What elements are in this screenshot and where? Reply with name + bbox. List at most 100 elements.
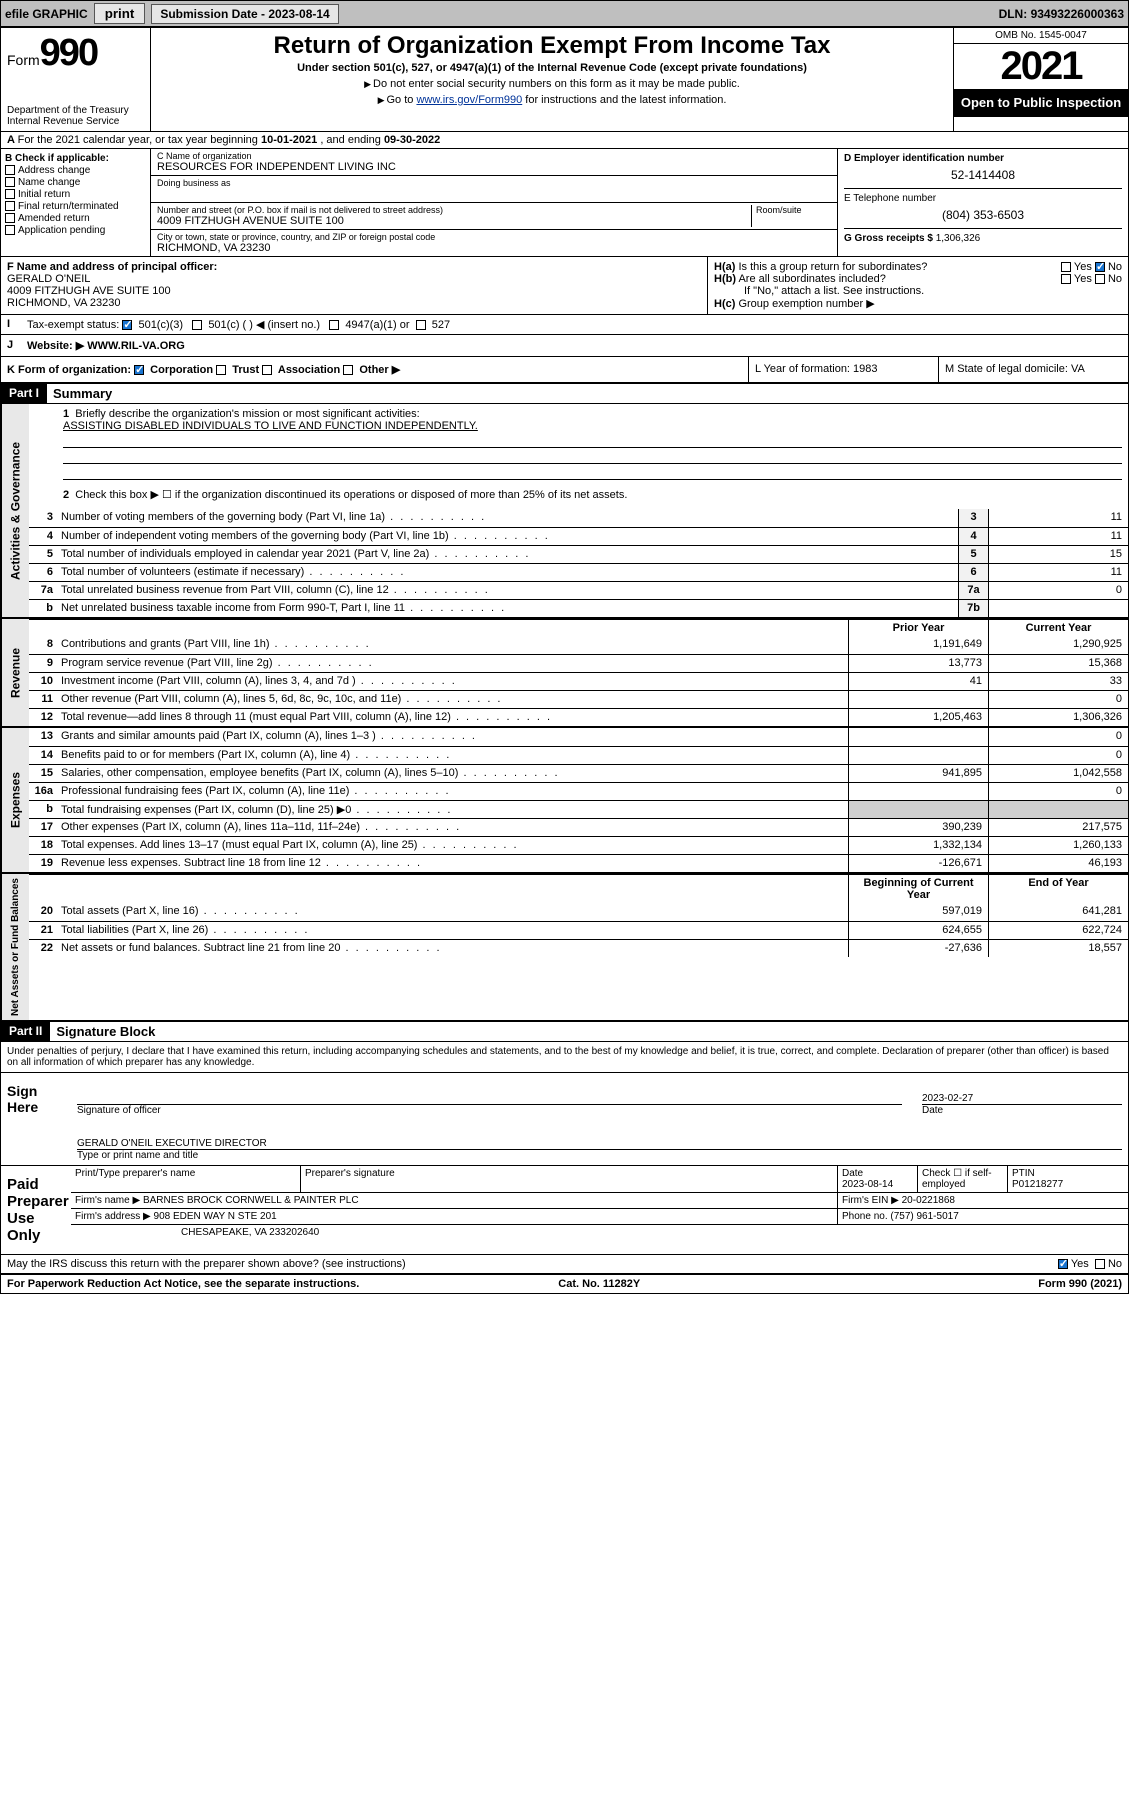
data-line: 15Salaries, other compensation, employee…	[29, 764, 1128, 782]
sign-date: 2023-02-27	[922, 1093, 973, 1104]
header-left: Form990 Department of the Treasury Inter…	[1, 28, 151, 131]
tab-net-assets: Net Assets or Fund Balances	[1, 874, 29, 1020]
org-name: RESOURCES FOR INDEPENDENT LIVING INC	[157, 161, 831, 173]
part-ii-header: Part II Signature Block	[1, 1022, 1128, 1042]
irs-link[interactable]: www.irs.gov/Form990	[416, 94, 522, 106]
data-line: 9Program service revenue (Part VIII, lin…	[29, 654, 1128, 672]
chk-initial-return[interactable]	[5, 189, 15, 199]
mission: ASSISTING DISABLED INDIVIDUALS TO LIVE A…	[63, 420, 478, 432]
data-line: 17Other expenses (Part IX, column (A), l…	[29, 818, 1128, 836]
data-line: 20Total assets (Part X, line 16)597,0196…	[29, 903, 1128, 921]
data-line: bTotal fundraising expenses (Part IX, co…	[29, 800, 1128, 818]
row-a-tax-year: A For the 2021 calendar year, or tax yea…	[1, 132, 1128, 149]
data-line: 10Investment income (Part VIII, column (…	[29, 672, 1128, 690]
cat-no: Cat. No. 11282Y	[558, 1278, 640, 1290]
form-footer: For Paperwork Reduction Act Notice, see …	[1, 1274, 1128, 1293]
col-c: C Name of organization RESOURCES FOR IND…	[151, 149, 1128, 256]
perjury-declaration: Under penalties of perjury, I declare th…	[1, 1042, 1128, 1073]
telephone: (804) 353-6503	[844, 208, 1122, 222]
section-bcd: B Check if applicable: Address change Na…	[1, 149, 1128, 257]
efile-topbar: efile GRAPHIC print Submission Date - 20…	[0, 0, 1129, 27]
form-subtitle: Under section 501(c), 527, or 4947(a)(1)…	[157, 62, 947, 74]
efile-label: efile GRAPHIC	[5, 7, 88, 21]
chk-amended-return[interactable]	[5, 213, 15, 223]
dln: DLN: 93493226000363	[999, 7, 1124, 21]
row-fh: F Name and address of principal officer:…	[1, 257, 1128, 315]
col-b-checkboxes: B Check if applicable: Address change Na…	[1, 149, 151, 256]
data-line: 8Contributions and grants (Part VIII, li…	[29, 636, 1128, 654]
discuss-row: May the IRS discuss this return with the…	[1, 1255, 1128, 1274]
header-mid: Return of Organization Exempt From Incom…	[151, 28, 953, 131]
gov-line: 4Number of independent voting members of…	[29, 527, 1128, 545]
officer-name-title: GERALD O'NEIL EXECUTIVE DIRECTOR	[77, 1138, 267, 1149]
dept-treasury: Department of the Treasury	[7, 105, 144, 116]
omb-number: OMB No. 1545-0047	[954, 28, 1128, 44]
firm-ein: 20-0221868	[902, 1195, 955, 1206]
org-address: 4009 FITZHUGH AVENUE SUITE 100	[157, 215, 751, 227]
section-governance: Activities & Governance 1 Briefly descri…	[1, 404, 1128, 619]
part-i-header: Part I Summary	[1, 384, 1128, 404]
chk-application-pending[interactable]	[5, 225, 15, 235]
gov-line: 5Total number of individuals employed in…	[29, 545, 1128, 563]
ein: 52-1414408	[844, 168, 1122, 182]
header-right: OMB No. 1545-0047 2021 Open to Public In…	[953, 28, 1128, 131]
irs-label: Internal Revenue Service	[7, 116, 144, 127]
open-inspection: Open to Public Inspection	[954, 89, 1128, 117]
gov-line: bNet unrelated business taxable income f…	[29, 599, 1128, 617]
data-line: 12Total revenue—add lines 8 through 11 (…	[29, 708, 1128, 726]
org-city: RICHMOND, VA 23230	[157, 242, 831, 254]
data-line: 14Benefits paid to or for members (Part …	[29, 746, 1128, 764]
tax-year: 2021	[954, 44, 1128, 89]
note-ssn: Do not enter social security numbers on …	[157, 78, 947, 90]
print-button[interactable]: print	[94, 3, 146, 24]
chk-501c[interactable]	[192, 320, 202, 330]
chk-corporation[interactable]	[134, 365, 144, 375]
state-domicile: VA	[1071, 363, 1085, 375]
website: WWW.RIL-VA.ORG	[87, 340, 185, 352]
section-expenses: Expenses 13Grants and similar amounts pa…	[1, 728, 1128, 874]
data-line: 22Net assets or fund balances. Subtract …	[29, 939, 1128, 957]
firm-name: BARNES BROCK CORNWELL & PAINTER PLC	[143, 1195, 359, 1206]
data-line: 16aProfessional fundraising fees (Part I…	[29, 782, 1128, 800]
submission-date: Submission Date - 2023-08-14	[151, 4, 338, 24]
officer-signature[interactable]	[77, 1077, 902, 1105]
data-line: 13Grants and similar amounts paid (Part …	[29, 728, 1128, 746]
form-title: Return of Organization Exempt From Incom…	[157, 32, 947, 60]
chk-hb-yes[interactable]	[1061, 274, 1071, 284]
section-revenue: Revenue Prior Year Current Year 8Contrib…	[1, 619, 1128, 728]
form-990: Form990 Department of the Treasury Inter…	[0, 27, 1129, 1294]
chk-name-change[interactable]	[5, 177, 15, 187]
chk-527[interactable]	[416, 320, 426, 330]
firm-phone: (757) 961-5017	[890, 1211, 958, 1222]
gross-receipts: 1,306,326	[936, 233, 981, 244]
data-line: 11Other revenue (Part VIII, column (A), …	[29, 690, 1128, 708]
chk-ha-no[interactable]	[1095, 262, 1105, 272]
chk-trust[interactable]	[216, 365, 226, 375]
gov-line: 6Total number of volunteers (estimate if…	[29, 563, 1128, 581]
chk-501c3[interactable]	[122, 320, 132, 330]
data-line: 18Total expenses. Add lines 13–17 (must …	[29, 836, 1128, 854]
chk-other[interactable]	[343, 365, 353, 375]
sign-here: Sign Here Signature of officer 2023-02-2…	[1, 1073, 1128, 1166]
tab-revenue: Revenue	[1, 619, 29, 726]
gov-line: 7aTotal unrelated business revenue from …	[29, 581, 1128, 599]
chk-association[interactable]	[262, 365, 272, 375]
chk-discuss-no[interactable]	[1095, 1259, 1105, 1269]
data-line: 19Revenue less expenses. Subtract line 1…	[29, 854, 1128, 872]
section-net-assets: Net Assets or Fund Balances Beginning of…	[1, 874, 1128, 1022]
chk-final-return[interactable]	[5, 201, 15, 211]
row-j: J Website: ▶ WWW.RIL-VA.ORG	[1, 335, 1128, 357]
tab-governance: Activities & Governance	[1, 404, 29, 617]
year-formation: 1983	[853, 363, 877, 375]
paid-preparer: Paid Preparer Use Only Print/Type prepar…	[1, 1166, 1128, 1255]
chk-4947[interactable]	[329, 320, 339, 330]
chk-hb-no[interactable]	[1095, 274, 1105, 284]
ptin: P01218277	[1012, 1179, 1063, 1190]
officer-name: GERALD O'NEIL	[7, 273, 90, 285]
form-header: Form990 Department of the Treasury Inter…	[1, 28, 1128, 132]
row-i: I Tax-exempt status: 501(c)(3) 501(c) ( …	[1, 315, 1128, 335]
chk-discuss-yes[interactable]	[1058, 1259, 1068, 1269]
note-link: Go to www.irs.gov/Form990 for instructio…	[157, 94, 947, 106]
chk-ha-yes[interactable]	[1061, 262, 1071, 272]
chk-address-change[interactable]	[5, 165, 15, 175]
